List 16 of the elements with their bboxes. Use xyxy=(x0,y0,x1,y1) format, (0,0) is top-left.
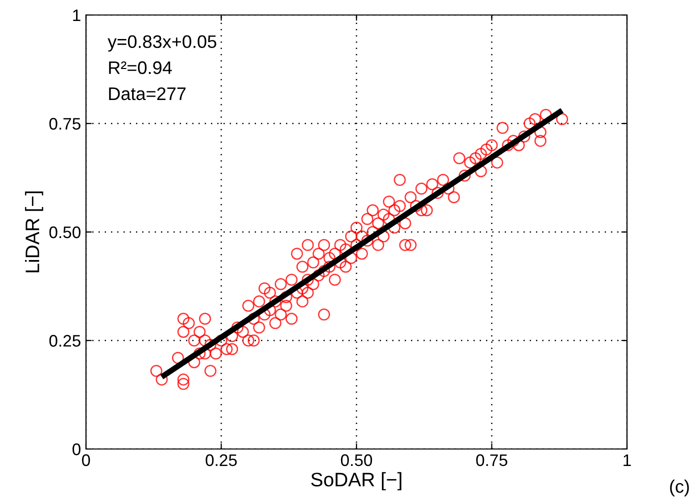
y-tick-label: 0.50 xyxy=(49,226,80,238)
annotation: R²=0.94 xyxy=(109,61,172,74)
text: (c) xyxy=(670,480,689,496)
y-tick-label: 0.25 xyxy=(49,334,80,347)
x-tick-label: 0.75 xyxy=(476,454,508,466)
x-axis-title: SoDAR [−] xyxy=(311,472,402,490)
annotation: Data=277 xyxy=(109,87,186,100)
y-tick-label: 1 xyxy=(73,10,80,22)
x-tick-label: 0 xyxy=(82,454,90,466)
y-tick-label: 0.75 xyxy=(49,118,80,130)
x-tick-label: 1 xyxy=(624,454,631,466)
y-axis-title: LiDAR [−] xyxy=(25,192,44,272)
annotation: y=0.83x+0.05 xyxy=(108,35,216,52)
x-tick-label: 0.25 xyxy=(206,454,237,466)
y-tick-label: 0 xyxy=(72,443,80,456)
x-tick-label: 0.50 xyxy=(340,454,372,466)
